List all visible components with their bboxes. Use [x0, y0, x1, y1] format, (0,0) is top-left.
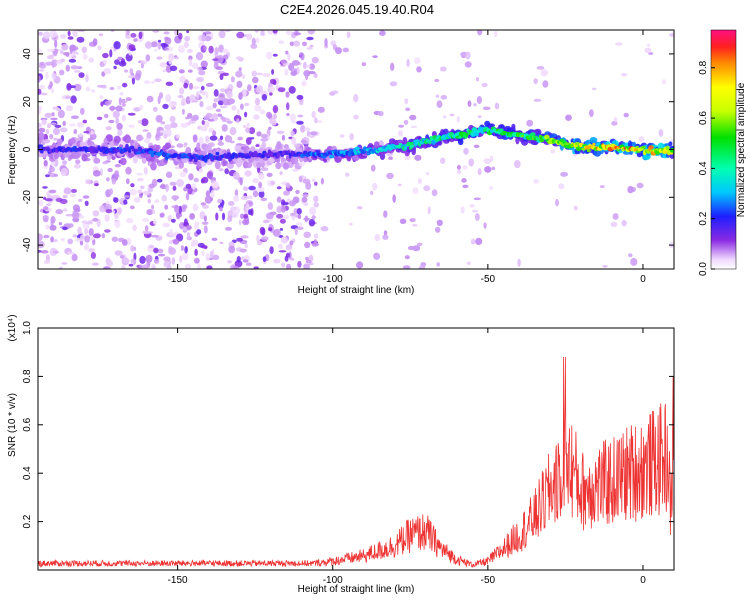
snr-x-tick-label: -150 — [168, 575, 188, 586]
snr-y-tick-label: 1.0 — [22, 321, 33, 335]
snr-y-tick-label: 0.6 — [22, 417, 33, 431]
snr-x-tick-label: -100 — [323, 575, 343, 586]
snr-panel: -150 -100 -50 0 0.2 0.4 0.6 0.8 1.0 Height of s… — [7, 314, 675, 595]
colorbar-tick-label: 0.0 — [698, 262, 709, 276]
snr-x-label: Height of straight line (km) — [298, 584, 415, 595]
spectrogram-panel: -150 -100 -50 0 -40 -20 0 20 40 Height of strai… — [7, 29, 675, 296]
snr-y-multiplier: (x10⁴) — [7, 314, 18, 341]
snr-x-tick-label: -50 — [481, 575, 496, 586]
figure-title: C2E4.2026.045.19.40.R04 — [280, 2, 434, 17]
colorbar-gradient — [710, 29, 737, 270]
spectrogram-y-tick-label: -40 — [22, 237, 33, 252]
spectrogram-x-tick-label: 0 — [640, 274, 646, 285]
spectrogram-marks — [38, 30, 674, 269]
snr-x-ticks: -150 -100 -50 0 — [168, 328, 646, 586]
spectrogram-y-tick-label: -20 — [22, 190, 33, 205]
colorbar-tick-label: 0.8 — [698, 60, 709, 74]
spectrogram-x-tick-label: -50 — [481, 274, 496, 285]
snr-y-tick-label: 0.2 — [22, 514, 33, 528]
spectrogram-x-tick-label: -150 — [168, 274, 188, 285]
snr-series-line — [37, 356, 675, 568]
snr-frame — [37, 327, 675, 571]
colorbar-ticks: 0.0 0.2 0.4 0.6 0.8 — [698, 60, 715, 276]
spectrogram-x-ticks: -150 -100 -50 0 — [168, 30, 646, 285]
spectrogram-y-ticks: -40 -20 0 20 40 — [22, 48, 674, 252]
spectrogram-x-tick-label: -100 — [323, 274, 343, 285]
spectrogram-y-label: Frequency (Hz) — [7, 116, 18, 185]
spectrogram-x-label: Height of straight line (km) — [298, 285, 415, 296]
colorbar-tick-label: 0.6 — [698, 111, 709, 125]
snr-x-tick-label: 0 — [640, 575, 646, 586]
snr-y-tick-label: 0.8 — [22, 369, 33, 383]
spectrogram-y-tick-label: 0 — [22, 146, 33, 152]
snr-y-ticks: 0.2 0.4 0.6 0.8 1.0 — [22, 321, 674, 529]
spectrogram-y-tick-label: 40 — [22, 48, 33, 60]
snr-plot-area — [38, 328, 674, 570]
snr-y-tick-label: 0.4 — [22, 466, 33, 480]
colorbar-tick-label: 0.2 — [698, 211, 709, 225]
colorbar: 0.0 0.2 0.4 0.6 0.8 Normalized spectral ampl… — [698, 29, 747, 276]
colorbar-tick-label: 0.4 — [698, 161, 709, 175]
spectrogram-y-tick-label: 20 — [22, 96, 33, 108]
snr-y-label: SNR (10 * v/v) — [7, 393, 18, 457]
colorbar-label: Normalized spectral amplitude — [736, 82, 747, 217]
